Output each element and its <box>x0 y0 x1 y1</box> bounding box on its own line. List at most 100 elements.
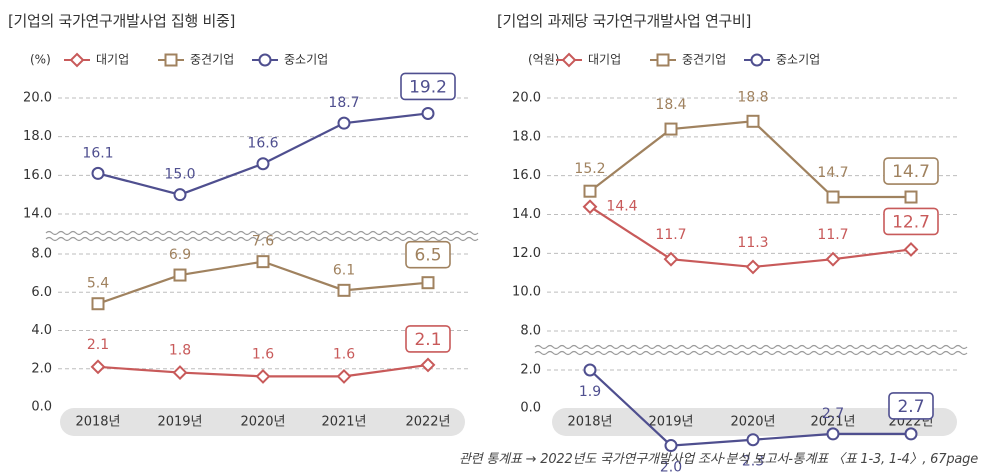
chart2-y-tick-label: 16.0 <box>512 168 541 183</box>
chart1-legend-marker <box>69 52 85 68</box>
chart2-highlight-box <box>883 157 939 185</box>
chart1-y-tick-label: 20.0 <box>23 91 52 106</box>
chart1-point <box>337 116 351 130</box>
chart1-highlight-box <box>405 325 451 353</box>
chart1-y-tick-label: 4.0 <box>31 323 52 338</box>
chart2-data-label: 12.7 <box>892 212 930 232</box>
chart1-data-label: 6.5 <box>414 246 441 266</box>
chart2-data-label: 14.7 <box>817 165 848 181</box>
chart1-point <box>256 255 270 269</box>
chart2-x-tick-label: 2021년 <box>810 415 855 430</box>
chart2-y-tick-label: 2.0 <box>520 363 541 378</box>
chart2-point <box>903 242 919 257</box>
chart1-point <box>91 297 105 311</box>
chart1-series-line-2 <box>97 112 429 196</box>
chart1-point <box>336 368 352 384</box>
chart2-data-label: 18.8 <box>737 89 768 105</box>
chart1-x-tick-label: 2021년 <box>321 415 366 430</box>
chart1-point <box>421 276 435 290</box>
chart2-legend-label: 대기업 <box>588 53 621 67</box>
chart1-point <box>256 157 270 171</box>
chart2-y-tick-label: 8.0 <box>520 324 541 339</box>
chart1-highlight-box <box>400 72 456 101</box>
chart1-data-label: 2.1 <box>414 330 441 350</box>
chart1-x-tick-label: 2022년 <box>405 415 450 430</box>
chart1-data-label: 1.6 <box>333 346 355 362</box>
chart2-point <box>826 190 840 204</box>
source-note: 관련 통계표 → 2022년도 국가연구개발사업 조사·분석 보고서-통계표 〈… <box>458 452 978 467</box>
chart2-axis-break-mask <box>533 343 964 357</box>
chart2-data-label: 15.2 <box>574 161 605 177</box>
chart1-unit-label: (%) <box>30 53 51 67</box>
chart2-series-line-1 <box>589 120 911 199</box>
chart2-legend-marker <box>656 53 670 67</box>
chart1-title: [기업의 국가연구개발사업 집행 비중] <box>8 12 236 30</box>
chart2-highlight-box <box>883 207 939 236</box>
chart1-point <box>421 106 435 120</box>
chart1-y-tick-label: 6.0 <box>31 285 52 300</box>
chart1-data-label: 19.2 <box>409 77 447 97</box>
chart1-legend-label: 중소기업 <box>284 53 328 67</box>
chart2-legend-label: 중견기업 <box>682 53 726 67</box>
chart1-data-label: 2.1 <box>87 337 109 353</box>
chart1-data-label: 1.8 <box>169 343 191 359</box>
chart2-x-tick-label: 2018년 <box>567 415 612 430</box>
chart2-point <box>582 199 598 215</box>
chart1-point <box>255 368 271 384</box>
chart1-data-label: 15.0 <box>164 167 195 183</box>
chart2-title: [기업의 과제당 국가연구개발사업 연구비] <box>497 12 752 30</box>
chart1-y-tick-label: 8.0 <box>31 247 52 262</box>
chart2-x-tick-label: 2019년 <box>648 415 693 430</box>
chart2-point <box>825 251 841 267</box>
chart2-legend-marker <box>750 53 764 67</box>
chart2-data-label: 11.7 <box>655 227 686 243</box>
chart1-axis-break <box>45 236 479 242</box>
chart2-data-label: 11.7 <box>817 227 848 243</box>
chart2-point <box>904 190 918 204</box>
chart1-legend-label: 대기업 <box>96 53 129 67</box>
chart2-point <box>746 433 760 447</box>
chart2-axis-break <box>534 350 968 356</box>
chart1-y-tick-label: 2.0 <box>31 361 52 376</box>
chart1-axis-break <box>45 230 479 236</box>
chart2-data-label: 14.4 <box>606 199 637 215</box>
chart2-x-tick-label: 2020년 <box>730 415 775 430</box>
chart2-data-label: 18.4 <box>655 97 686 113</box>
chart2-point <box>583 184 597 198</box>
chart1-point <box>172 365 188 380</box>
chart1-data-label: 5.4 <box>87 276 109 292</box>
chart1-legend-marker <box>258 53 272 67</box>
chart2-point <box>745 259 761 275</box>
chart2-y-tick-label: 0.0 <box>520 401 541 416</box>
chart2-data-label: 11.3 <box>737 235 768 251</box>
chart1-data-label: 7.6 <box>252 234 274 250</box>
chart1-data-label: 18.7 <box>328 95 359 111</box>
chart1-highlight-box <box>405 240 451 269</box>
chart2-data-label: 2.7 <box>822 406 844 422</box>
chart2-y-tick-label: 18.0 <box>512 129 541 144</box>
chart2-y-tick-label: 10.0 <box>512 285 541 300</box>
chart2-point <box>664 122 678 136</box>
chart1-y-tick-label: 14.0 <box>23 207 52 222</box>
chart1-data-label: 1.6 <box>252 346 274 362</box>
chart2-point <box>746 114 760 128</box>
chart1-legend-marker <box>164 53 178 67</box>
chart2-point <box>583 363 597 377</box>
chart2-y-tick-label: 12.0 <box>512 246 541 261</box>
chart1-data-label: 6.9 <box>169 247 191 263</box>
chart1-category-band <box>60 408 465 436</box>
chart2-point <box>826 427 840 441</box>
chart2-unit-label: (억원) <box>528 53 559 67</box>
chart1-point <box>173 188 187 202</box>
chart1-point <box>173 268 187 282</box>
chart1-point <box>420 357 436 373</box>
chart1-x-tick-label: 2018년 <box>75 415 120 430</box>
chart2-data-label: 14.7 <box>892 162 930 182</box>
chart1-x-tick-label: 2020년 <box>240 415 285 430</box>
chart1-data-label: 6.1 <box>333 262 355 278</box>
chart2-data-label: 1.9 <box>579 384 601 400</box>
chart2-y-tick-label: 20.0 <box>512 91 541 106</box>
chart1-y-tick-label: 18.0 <box>23 129 52 144</box>
chart2-point <box>904 427 918 441</box>
